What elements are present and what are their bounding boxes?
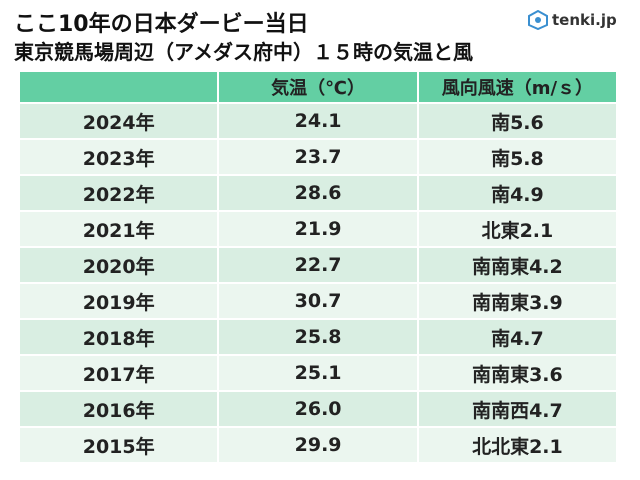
table-row: 2019年 30.7 南南東3.9 bbox=[17, 282, 619, 320]
logo-icon bbox=[528, 10, 548, 30]
table-cell: 2015年 bbox=[17, 426, 220, 464]
table-row: 2022年 28.6 南4.9 bbox=[17, 174, 619, 212]
table-row: 2020年 22.7 南南東4.2 bbox=[17, 246, 619, 284]
table-cell: 南南東4.2 bbox=[416, 246, 619, 284]
header-cell bbox=[17, 70, 220, 104]
table-cell: 2023年 bbox=[17, 138, 220, 176]
table-cell: 2018年 bbox=[17, 318, 220, 356]
table-cell: 21.9 bbox=[217, 210, 419, 248]
title: ここ10年の日本ダービー当日 bbox=[14, 12, 309, 37]
table-cell: 2019年 bbox=[17, 282, 220, 320]
table-cell: 22.7 bbox=[217, 246, 419, 284]
logo: tenki.jp bbox=[528, 10, 617, 30]
table-cell: 25.8 bbox=[217, 318, 419, 356]
column-header: 風向風速（m/ｓ） bbox=[416, 70, 619, 104]
table-cell: 南南東3.9 bbox=[416, 282, 619, 320]
table-cell: 北東2.1 bbox=[416, 210, 619, 248]
table: 気温（℃） 風向風速（m/ｓ） 2024年 24.1 南5.6 2023年 23.7 南5.… bbox=[17, 70, 619, 464]
table-cell: 23.7 bbox=[217, 138, 419, 176]
table-row: 2024年 24.1 南5.6 bbox=[17, 102, 619, 140]
table-cell: 2017年 bbox=[17, 354, 220, 392]
logo-text: tenki.jp bbox=[552, 11, 617, 29]
table-cell: 29.9 bbox=[217, 426, 419, 464]
table-row: 2015年 29.9 北北東2.1 bbox=[17, 426, 619, 464]
column-header: 気温（℃） bbox=[217, 70, 419, 104]
table-cell: 24.1 bbox=[217, 102, 419, 140]
table-cell: 北北東2.1 bbox=[416, 426, 619, 464]
table-row: 2021年 21.9 北東2.1 bbox=[17, 210, 619, 248]
header-row: 気温（℃） 風向風速（m/ｓ） bbox=[17, 70, 619, 104]
table-row: 2023年 23.7 南5.8 bbox=[17, 138, 619, 176]
table-cell: 25.1 bbox=[217, 354, 419, 392]
table-row: 2017年 25.1 南南東3.6 bbox=[17, 354, 619, 392]
table-cell: 26.0 bbox=[217, 390, 419, 428]
table-cell: 2024年 bbox=[17, 102, 220, 140]
table-cell: 南4.9 bbox=[416, 174, 619, 212]
table-cell: 南5.8 bbox=[416, 138, 619, 176]
table-cell: 30.7 bbox=[217, 282, 419, 320]
table-cell: 2022年 bbox=[17, 174, 220, 212]
table-row: 2016年 26.0 南南西4.7 bbox=[17, 390, 619, 428]
table-cell: 南5.6 bbox=[416, 102, 619, 140]
subtitle: 東京競馬場周辺（アメダス府中）１５時の気温と風 bbox=[14, 40, 473, 64]
table-row: 2018年 25.8 南4.7 bbox=[17, 318, 619, 356]
table-cell: 28.6 bbox=[217, 174, 419, 212]
table-cell: 南4.7 bbox=[416, 318, 619, 356]
table-cell: 2016年 bbox=[17, 390, 220, 428]
table-cell: 2021年 bbox=[17, 210, 220, 248]
table-cell: 南南西4.7 bbox=[416, 390, 619, 428]
table-cell: 南南東3.6 bbox=[416, 354, 619, 392]
table-cell: 2020年 bbox=[17, 246, 220, 284]
